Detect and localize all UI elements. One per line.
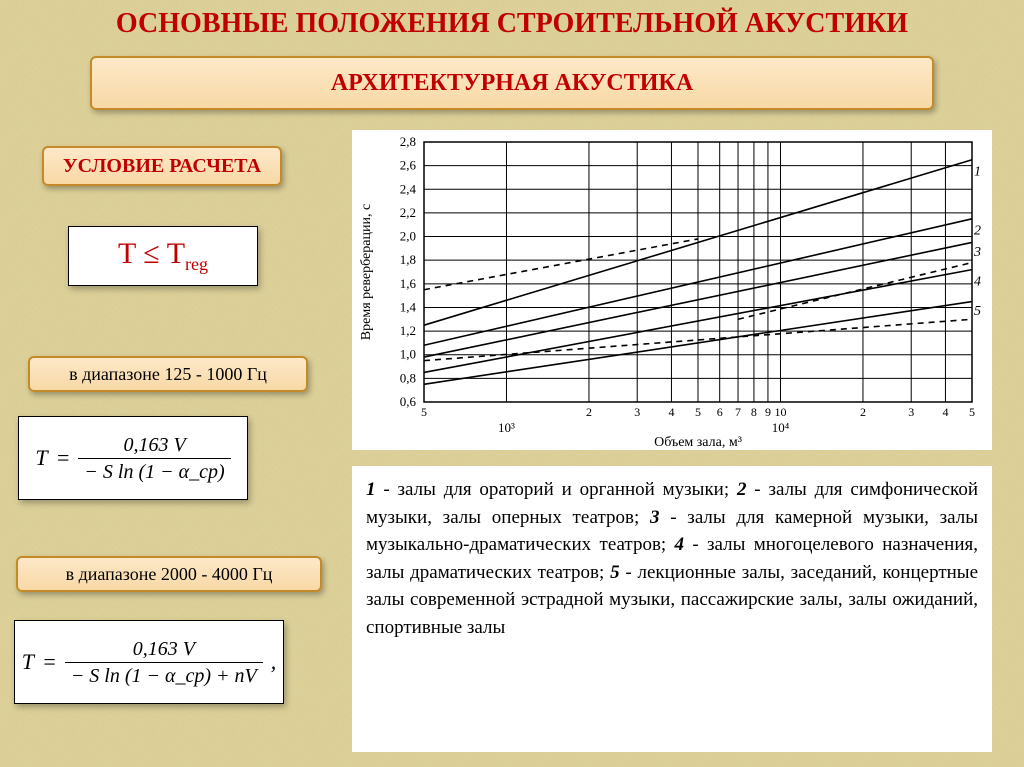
svg-text:2,2: 2,2: [400, 205, 416, 220]
svg-text:3: 3: [908, 405, 914, 419]
svg-text:6: 6: [717, 405, 723, 419]
range1-text: в диапазоне 125 - 1000 Гц: [69, 364, 267, 385]
svg-text:10⁴: 10⁴: [772, 420, 790, 435]
formula1-box: T = 0,163 V − S ln (1 − α_ср): [18, 416, 248, 500]
formula2-num: 0,163 V: [127, 638, 201, 662]
svg-text:1,2: 1,2: [400, 323, 416, 338]
formula1-num: 0,163 V: [117, 434, 191, 458]
ineq-rhs-sub: reg: [185, 254, 208, 274]
svg-text:0,6: 0,6: [400, 394, 417, 409]
svg-text:5: 5: [695, 405, 701, 419]
inequality: T ≤ Treg: [118, 237, 208, 275]
condition-box: УСЛОВИЕ РАСЧЕТА: [42, 146, 282, 186]
chart-svg: 0,6 0,8 1,0 1,2 1,4 1,6 1,8 2,0 2,2 2,4 2,6 2,8 5 2 3 4…: [352, 130, 992, 450]
svg-text:7: 7: [735, 405, 741, 419]
svg-text:2,6: 2,6: [400, 158, 417, 173]
equals2: =: [42, 649, 57, 675]
svg-text:9: 9: [765, 405, 771, 419]
svg-text:5: 5: [974, 304, 981, 319]
svg-text:1,6: 1,6: [400, 276, 417, 291]
formula2: T = 0,163 V − S ln (1 − α_ср) + nV ,: [22, 638, 277, 687]
svg-text:2: 2: [586, 405, 592, 419]
svg-text:4: 4: [942, 405, 948, 419]
svg-text:2,0: 2,0: [400, 229, 416, 244]
range2-box: в диапазоне 2000 - 4000 Гц: [16, 556, 322, 592]
inequality-box: T ≤ Treg: [68, 226, 258, 286]
page-title: ОСНОВНЫЕ ПОЛОЖЕНИЯ СТРОИТЕЛЬНОЙ АКУСТИКИ: [0, 8, 1024, 40]
formula2-frac: 0,163 V − S ln (1 − α_ср) + nV: [65, 638, 263, 687]
formula1: T = 0,163 V − S ln (1 − α_ср): [35, 434, 230, 483]
svg-text:1,0: 1,0: [400, 347, 416, 362]
formula1-lhs: T: [35, 445, 47, 471]
svg-text:10: 10: [774, 405, 786, 419]
range1-box: в диапазоне 125 - 1000 Гц: [28, 356, 308, 392]
svg-text:4: 4: [974, 274, 981, 289]
formula2-lhs: T: [22, 649, 34, 675]
svg-text:2,8: 2,8: [400, 134, 416, 149]
subtitle-box: АРХИТЕКТУРНАЯ АКУСТИКА: [90, 56, 934, 110]
ineq-op: ≤: [143, 237, 159, 270]
legend-box: 1 - залы для ораторий и органной музыки;…: [352, 466, 992, 752]
svg-text:3: 3: [973, 245, 981, 260]
ineq-rhs: T: [167, 237, 185, 270]
svg-text:2: 2: [974, 224, 981, 239]
subtitle-text: АРХИТЕКТУРНАЯ АКУСТИКА: [331, 70, 693, 97]
range2-text: в диапазоне 2000 - 4000 Гц: [66, 564, 273, 585]
ineq-lhs: T: [118, 237, 136, 270]
svg-text:8: 8: [751, 405, 757, 419]
svg-text:5: 5: [969, 405, 975, 419]
formula2-box: T = 0,163 V − S ln (1 − α_ср) + nV ,: [14, 620, 284, 704]
equals: =: [56, 445, 71, 471]
formula1-frac: 0,163 V − S ln (1 − α_ср): [78, 434, 230, 483]
svg-text:0,8: 0,8: [400, 370, 416, 385]
svg-text:2: 2: [860, 405, 866, 419]
formula2-den: − S ln (1 − α_ср) + nV: [65, 662, 263, 687]
formula1-den: − S ln (1 − α_ср): [78, 458, 230, 483]
svg-text:1: 1: [974, 165, 981, 180]
svg-text:1,8: 1,8: [400, 252, 416, 267]
condition-label: УСЛОВИЕ РАСЧЕТА: [63, 155, 261, 178]
formula2-trailer: ,: [271, 649, 277, 675]
reverberation-chart: 0,6 0,8 1,0 1,2 1,4 1,6 1,8 2,0 2,2 2,4 2,6 2,8 5 2 3 4…: [352, 130, 992, 450]
svg-text:2,4: 2,4: [400, 181, 417, 196]
svg-text:10³: 10³: [498, 420, 515, 435]
svg-text:3: 3: [634, 405, 640, 419]
svg-text:4: 4: [668, 405, 674, 419]
svg-text:5: 5: [421, 405, 427, 419]
svg-text:1,4: 1,4: [400, 299, 417, 314]
svg-text:Время реверберации, с: Время реверберации, с: [359, 204, 374, 340]
svg-text:Объем зала, м³: Объем зала, м³: [654, 435, 742, 450]
